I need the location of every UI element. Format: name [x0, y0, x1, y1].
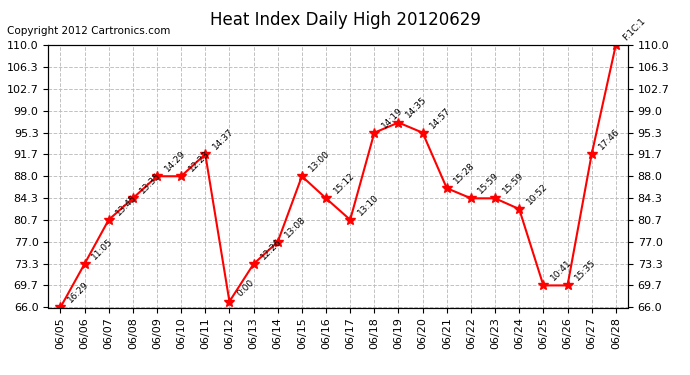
- Text: 0:00: 0:00: [235, 278, 255, 299]
- Text: 12:23: 12:23: [187, 149, 211, 174]
- Text: 15:28: 15:28: [453, 161, 477, 185]
- Text: 14:37: 14:37: [211, 127, 235, 152]
- Text: 14:29: 14:29: [163, 149, 187, 174]
- Text: 13:08: 13:08: [284, 214, 308, 239]
- Text: 14:57: 14:57: [428, 105, 453, 130]
- Text: 15:12: 15:12: [332, 171, 356, 195]
- Text: 10:41: 10:41: [549, 258, 573, 283]
- Text: 13:10: 13:10: [356, 192, 380, 217]
- Text: F:1C:1: F:1C:1: [622, 16, 647, 42]
- Text: 13:35: 13:35: [139, 171, 163, 195]
- Text: 13:45: 13:45: [115, 192, 139, 217]
- Text: 16:29: 16:29: [66, 280, 90, 305]
- Text: 13:00: 13:00: [308, 149, 332, 174]
- Text: 17:46: 17:46: [598, 127, 622, 152]
- Text: 10:52: 10:52: [525, 182, 549, 206]
- Text: Copyright 2012 Cartronics.com: Copyright 2012 Cartronics.com: [7, 26, 170, 36]
- Text: 15:35: 15:35: [573, 258, 598, 283]
- Text: 12:26: 12:26: [259, 237, 284, 261]
- Text: 14:35: 14:35: [404, 95, 428, 120]
- Text: 14:19: 14:19: [380, 105, 404, 130]
- Text: 15:59: 15:59: [501, 171, 525, 195]
- Text: Heat Index Daily High 20120629: Heat Index Daily High 20120629: [210, 11, 480, 29]
- Text: 11:05: 11:05: [90, 237, 115, 261]
- Text: 15:59: 15:59: [477, 171, 501, 195]
